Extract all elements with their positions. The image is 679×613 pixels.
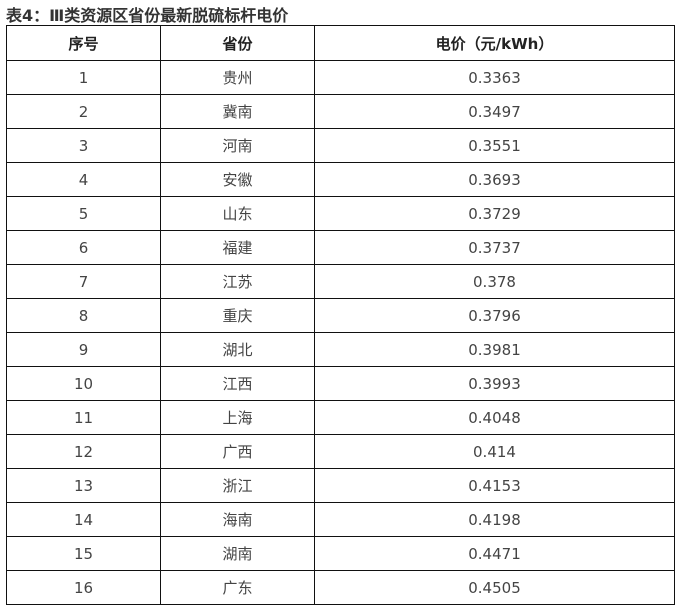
- cell-price: 0.3796: [314, 298, 675, 333]
- header-province: 省份: [160, 25, 315, 61]
- cell-province: 海南: [160, 502, 315, 537]
- cell-province: 江西: [160, 366, 315, 401]
- cell-province: 湖南: [160, 536, 315, 571]
- cell-province: 浙江: [160, 468, 315, 503]
- table-row: 11 上海 0.4048: [6, 400, 675, 435]
- cell-price: 0.3693: [314, 162, 675, 197]
- cell-price: 0.3993: [314, 366, 675, 401]
- table-row: 10 江西 0.3993: [6, 366, 675, 401]
- table-row: 6 福建 0.3737: [6, 230, 675, 265]
- cell-province: 山东: [160, 196, 315, 231]
- table-row: 2 冀南 0.3497: [6, 94, 675, 129]
- cell-price: 0.414: [314, 434, 675, 469]
- cell-price: 0.4153: [314, 468, 675, 503]
- table-row: 14 海南 0.4198: [6, 502, 675, 537]
- cell-price: 0.378: [314, 264, 675, 299]
- cell-index: 7: [6, 264, 161, 299]
- cell-province: 福建: [160, 230, 315, 265]
- cell-province: 安徽: [160, 162, 315, 197]
- cell-index: 6: [6, 230, 161, 265]
- cell-province: 湖北: [160, 332, 315, 367]
- cell-price: 0.4471: [314, 536, 675, 571]
- table-title: 表4：Ⅲ类资源区省份最新脱硫标杆电价: [6, 6, 289, 25]
- cell-province: 贵州: [160, 60, 315, 95]
- cell-price: 0.3729: [314, 196, 675, 231]
- cell-index: 9: [6, 332, 161, 367]
- cell-province: 广东: [160, 570, 315, 605]
- table-row: 4 安徽 0.3693: [6, 162, 675, 197]
- table-row: 3 河南 0.3551: [6, 128, 675, 163]
- table-row: 7 江苏 0.378: [6, 264, 675, 299]
- table-row: 15 湖南 0.4471: [6, 536, 675, 571]
- cell-index: 2: [6, 94, 161, 129]
- cell-index: 8: [6, 298, 161, 333]
- header-index: 序号: [6, 25, 161, 61]
- table-row: 8 重庆 0.3796: [6, 298, 675, 333]
- table-row: 1 贵州 0.3363: [6, 60, 675, 95]
- cell-province: 重庆: [160, 298, 315, 333]
- table-row: 5 山东 0.3729: [6, 196, 675, 231]
- table-row: 13 浙江 0.4153: [6, 468, 675, 503]
- cell-index: 4: [6, 162, 161, 197]
- cell-index: 15: [6, 536, 161, 571]
- table-row: 9 湖北 0.3981: [6, 332, 675, 367]
- cell-province: 冀南: [160, 94, 315, 129]
- cell-province: 江苏: [160, 264, 315, 299]
- cell-price: 0.3363: [314, 60, 675, 95]
- cell-index: 11: [6, 400, 161, 435]
- cell-price: 0.3737: [314, 230, 675, 265]
- cell-index: 12: [6, 434, 161, 469]
- cell-province: 上海: [160, 400, 315, 435]
- cell-index: 16: [6, 570, 161, 605]
- cell-price: 0.3497: [314, 94, 675, 129]
- cell-price: 0.4198: [314, 502, 675, 537]
- cell-index: 5: [6, 196, 161, 231]
- cell-index: 10: [6, 366, 161, 401]
- cell-province: 广西: [160, 434, 315, 469]
- header-price: 电价（元/kWh）: [314, 25, 675, 61]
- cell-province: 河南: [160, 128, 315, 163]
- table-row: 12 广西 0.414: [6, 434, 675, 469]
- cell-price: 0.3981: [314, 332, 675, 367]
- cell-price: 0.3551: [314, 128, 675, 163]
- cell-price: 0.4505: [314, 570, 675, 605]
- price-table: 序号 省份 电价（元/kWh） 1 贵州 0.3363 2 冀南 0.3497 3 河南 0.3…: [6, 25, 675, 605]
- cell-index: 1: [6, 60, 161, 95]
- cell-price: 0.4048: [314, 400, 675, 435]
- cell-index: 3: [6, 128, 161, 163]
- cell-index: 13: [6, 468, 161, 503]
- header-row: 序号 省份 电价（元/kWh）: [6, 25, 675, 61]
- table-row: 16 广东 0.4505: [6, 570, 675, 605]
- cell-index: 14: [6, 502, 161, 537]
